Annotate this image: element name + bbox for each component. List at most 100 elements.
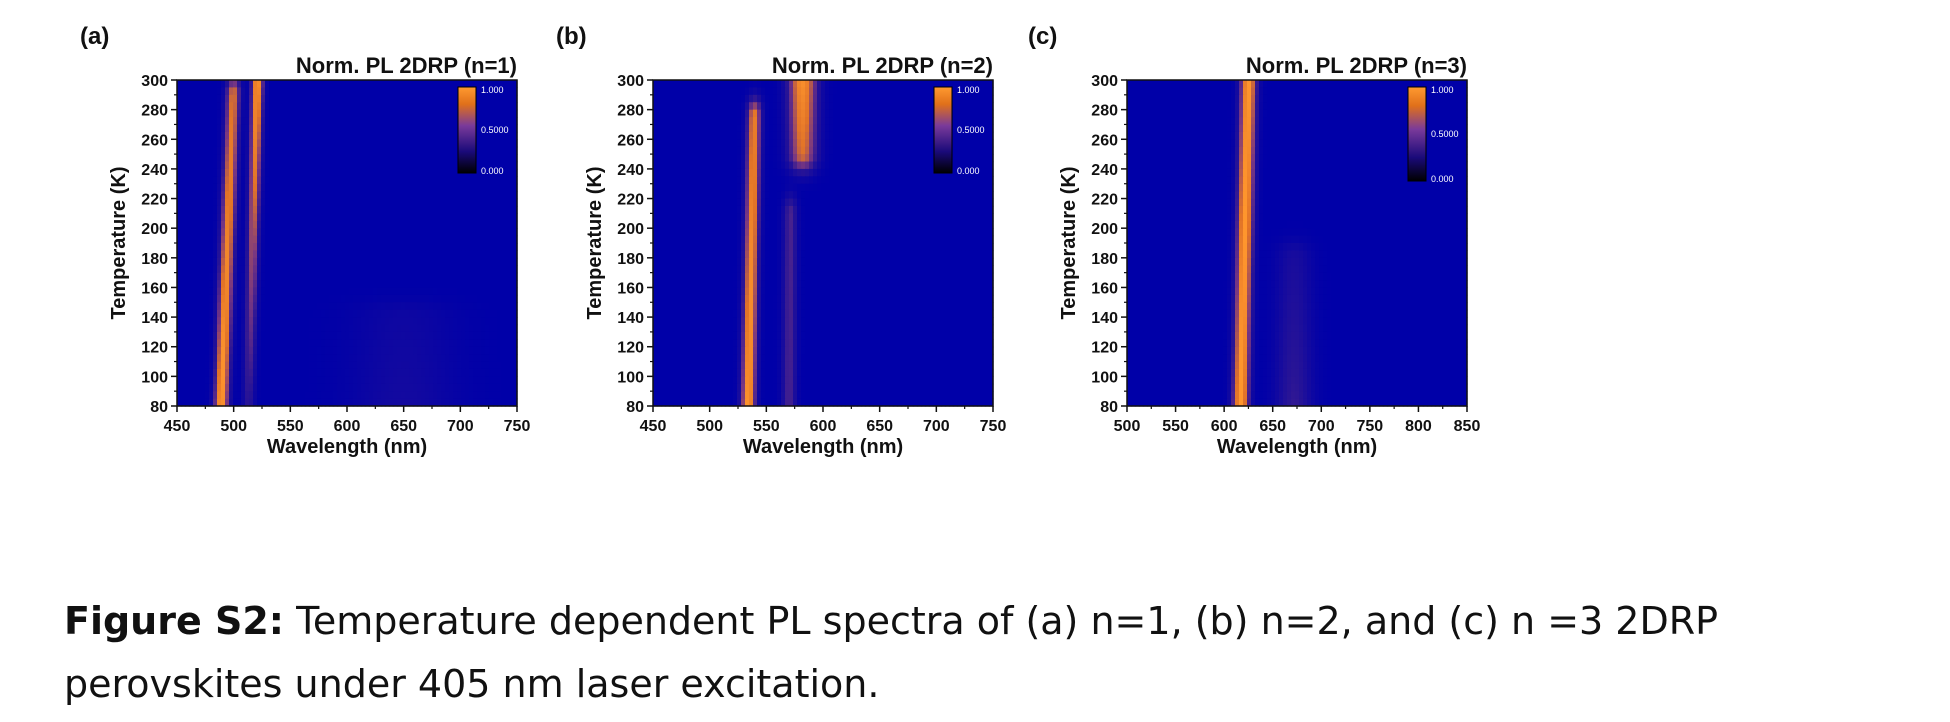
heatmap-cell <box>381 257 386 266</box>
heatmap-cell <box>381 146 386 155</box>
heatmap-cell <box>497 280 502 289</box>
heatmap-cell <box>397 117 402 126</box>
heatmap-cell <box>177 361 182 370</box>
heatmap-cell <box>333 376 338 385</box>
heatmap-cell <box>493 94 498 103</box>
heatmap-cell <box>905 94 910 103</box>
heatmap-cell <box>453 265 458 274</box>
heatmap-cell <box>481 383 486 392</box>
heatmap-cell <box>709 131 714 140</box>
heatmap-cell <box>249 302 254 311</box>
heatmap-cell <box>357 235 362 244</box>
heatmap-cell <box>749 124 754 133</box>
heatmap-cell <box>257 161 262 170</box>
heatmap-cell <box>409 198 414 207</box>
heatmap-cell <box>225 294 230 303</box>
heatmap-cell <box>501 287 506 296</box>
heatmap-cell <box>313 146 318 155</box>
heatmap-cell <box>397 109 402 118</box>
heatmap-cell <box>461 339 466 348</box>
heatmap-cell <box>297 235 302 244</box>
heatmap-cell <box>361 94 366 103</box>
heatmap-cell <box>409 339 414 348</box>
heatmap-cell <box>241 287 246 296</box>
heatmap-cell <box>321 80 326 89</box>
heatmap-cell <box>841 87 846 96</box>
heatmap-cell <box>445 317 450 326</box>
heatmap-cell <box>689 80 694 89</box>
heatmap-cell <box>973 168 978 177</box>
heatmap-cell <box>285 220 290 229</box>
heatmap-cell <box>789 94 794 103</box>
heatmap-cell <box>717 168 722 177</box>
heatmap-cell <box>449 265 454 274</box>
heatmap-cell <box>201 339 206 348</box>
heatmap-cell <box>257 376 262 385</box>
heatmap-cell <box>333 294 338 303</box>
heatmap-cell <box>401 324 406 333</box>
heatmap-cell <box>201 354 206 363</box>
heatmap-cell <box>425 117 430 126</box>
heatmap-cell <box>281 228 286 237</box>
heatmap-cell <box>297 161 302 170</box>
heatmap-cell <box>337 324 342 333</box>
heatmap-cell <box>273 257 278 266</box>
heatmap-cell <box>441 213 446 222</box>
heatmap-cell <box>477 265 482 274</box>
heatmap-cell <box>345 346 350 355</box>
heatmap-cell <box>189 302 194 311</box>
heatmap-cell <box>353 354 358 363</box>
heatmap-cell <box>489 257 494 266</box>
heatmap-cell <box>233 176 238 185</box>
heatmap-cell <box>893 87 898 96</box>
heatmap-cell <box>277 309 282 318</box>
heatmap-cell <box>773 94 778 103</box>
heatmap-cell <box>253 161 258 170</box>
heatmap-cell <box>481 324 486 333</box>
heatmap-cell <box>509 331 514 340</box>
heatmap-cell <box>493 302 498 311</box>
heatmap-cell <box>665 94 670 103</box>
heatmap-cell <box>197 331 202 340</box>
heatmap-cell <box>685 139 690 148</box>
heatmap-cell <box>469 294 474 303</box>
heatmap-cell <box>737 154 742 163</box>
heatmap-cell <box>265 361 270 370</box>
heatmap-cell <box>309 146 314 155</box>
heatmap-cell <box>865 131 870 140</box>
heatmap-cell <box>353 280 358 289</box>
heatmap-cell <box>181 383 186 392</box>
heatmap-cell <box>701 124 706 133</box>
heatmap-cell <box>345 176 350 185</box>
heatmap-cell <box>333 176 338 185</box>
heatmap-cell <box>197 109 202 118</box>
heatmap-cell <box>493 339 498 348</box>
heatmap-cell <box>201 220 206 229</box>
heatmap-cell <box>813 124 818 133</box>
heatmap-cell <box>377 354 382 363</box>
heatmap-cell <box>257 131 262 140</box>
heatmap-cell <box>953 109 958 118</box>
heatmap-cell <box>309 398 314 407</box>
heatmap-cell <box>449 302 454 311</box>
heatmap-cell <box>441 131 446 140</box>
heatmap-cell <box>217 243 222 252</box>
heatmap-cell <box>245 302 250 311</box>
heatmap-cell <box>209 139 214 148</box>
heatmap-cell <box>417 280 422 289</box>
heatmap-cell <box>917 80 922 89</box>
heatmap-cell <box>233 309 238 318</box>
heatmap-cell <box>293 294 298 303</box>
heatmap-cell <box>373 94 378 103</box>
heatmap-cell <box>285 398 290 407</box>
heatmap-cell <box>345 191 350 200</box>
heatmap-cell <box>389 265 394 274</box>
heatmap-cell <box>693 139 698 148</box>
heatmap-cell <box>397 324 402 333</box>
heatmap-cell <box>353 383 358 392</box>
heatmap-cell <box>421 191 426 200</box>
heatmap-cell <box>357 265 362 274</box>
heatmap-cell <box>193 287 198 296</box>
heatmap-cell <box>297 228 302 237</box>
heatmap-cell <box>853 117 858 126</box>
